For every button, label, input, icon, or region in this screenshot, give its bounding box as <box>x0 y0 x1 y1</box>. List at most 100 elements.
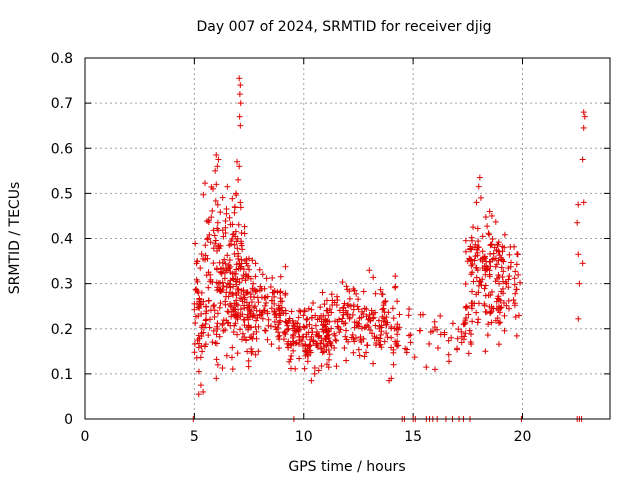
data-point <box>351 319 358 326</box>
data-point <box>213 375 220 382</box>
data-point <box>305 343 312 350</box>
data-point <box>475 316 482 323</box>
data-point <box>271 309 278 316</box>
data-point <box>212 197 219 204</box>
data-point <box>356 352 363 359</box>
data-point <box>214 163 221 170</box>
data-point <box>233 281 240 288</box>
data-point <box>406 306 413 313</box>
data-point <box>252 260 259 267</box>
data-point <box>471 300 478 307</box>
data-point <box>277 295 284 302</box>
data-point <box>390 315 397 322</box>
data-point <box>291 327 298 334</box>
data-point <box>252 351 259 358</box>
data-point <box>466 327 473 334</box>
data-point <box>449 320 456 327</box>
data-point <box>303 323 310 330</box>
data-point <box>234 331 241 338</box>
data-point <box>246 266 253 273</box>
data-point <box>221 256 228 263</box>
data-point <box>435 344 442 351</box>
data-point <box>288 308 295 315</box>
data-point <box>498 304 505 311</box>
data-point <box>322 336 329 343</box>
data-point <box>213 356 220 363</box>
data-point <box>314 328 321 335</box>
data-point <box>237 82 244 89</box>
data-point <box>214 201 221 208</box>
y-tick-label: 0.5 <box>51 186 73 202</box>
data-point <box>496 341 503 348</box>
data-point <box>377 341 384 348</box>
data-point <box>485 321 492 328</box>
data-point <box>445 337 452 344</box>
data-point <box>481 302 488 309</box>
data-point <box>377 331 384 338</box>
data-point <box>346 295 353 302</box>
data-point <box>364 322 371 329</box>
data-point <box>333 363 340 370</box>
data-point <box>221 275 228 282</box>
data-point <box>475 282 482 289</box>
data-point <box>580 109 587 116</box>
data-point <box>493 298 500 305</box>
data-point <box>477 278 484 285</box>
data-point <box>355 346 362 353</box>
data-point <box>486 208 493 215</box>
data-point <box>247 310 254 317</box>
data-point <box>405 312 412 319</box>
data-point <box>287 356 294 363</box>
data-point <box>198 251 205 258</box>
data-point <box>214 219 221 226</box>
data-point <box>473 264 480 271</box>
data-point <box>468 234 475 241</box>
data-point <box>210 303 217 310</box>
data-point <box>495 293 502 300</box>
data-point <box>581 113 588 120</box>
data-point <box>229 366 236 373</box>
data-point <box>366 267 373 274</box>
data-point <box>483 309 490 316</box>
data-point <box>252 323 259 330</box>
data-point <box>475 238 482 245</box>
data-point <box>212 240 219 247</box>
x-tick-label: 0 <box>81 429 90 445</box>
data-point <box>492 278 499 285</box>
data-point <box>222 217 229 224</box>
data-point <box>250 280 257 287</box>
data-point <box>241 230 248 237</box>
data-point <box>574 219 581 226</box>
data-point <box>300 333 307 340</box>
data-point <box>441 331 448 338</box>
data-point <box>480 254 487 261</box>
data-point <box>317 304 324 311</box>
data-point <box>342 333 349 340</box>
data-point <box>308 306 315 313</box>
data-point <box>324 332 331 339</box>
data-point <box>388 323 395 330</box>
data-point <box>270 289 277 296</box>
data-point <box>201 343 208 350</box>
data-point <box>322 327 329 334</box>
data-point <box>323 307 330 314</box>
data-point <box>237 122 244 129</box>
data-point <box>214 310 221 317</box>
data-point <box>512 290 519 297</box>
data-point <box>197 354 204 361</box>
data-point <box>308 325 315 332</box>
data-point <box>469 288 476 295</box>
data-point <box>202 242 209 249</box>
data-point <box>358 308 365 315</box>
data-point <box>226 289 233 296</box>
data-point <box>237 204 244 211</box>
data-point <box>198 324 205 331</box>
data-point <box>262 302 269 309</box>
data-point <box>200 329 207 336</box>
data-point <box>475 183 482 190</box>
data-point <box>234 316 241 323</box>
data-point <box>255 299 262 306</box>
data-point <box>264 310 271 317</box>
data-point <box>486 231 493 238</box>
data-point <box>303 316 310 323</box>
